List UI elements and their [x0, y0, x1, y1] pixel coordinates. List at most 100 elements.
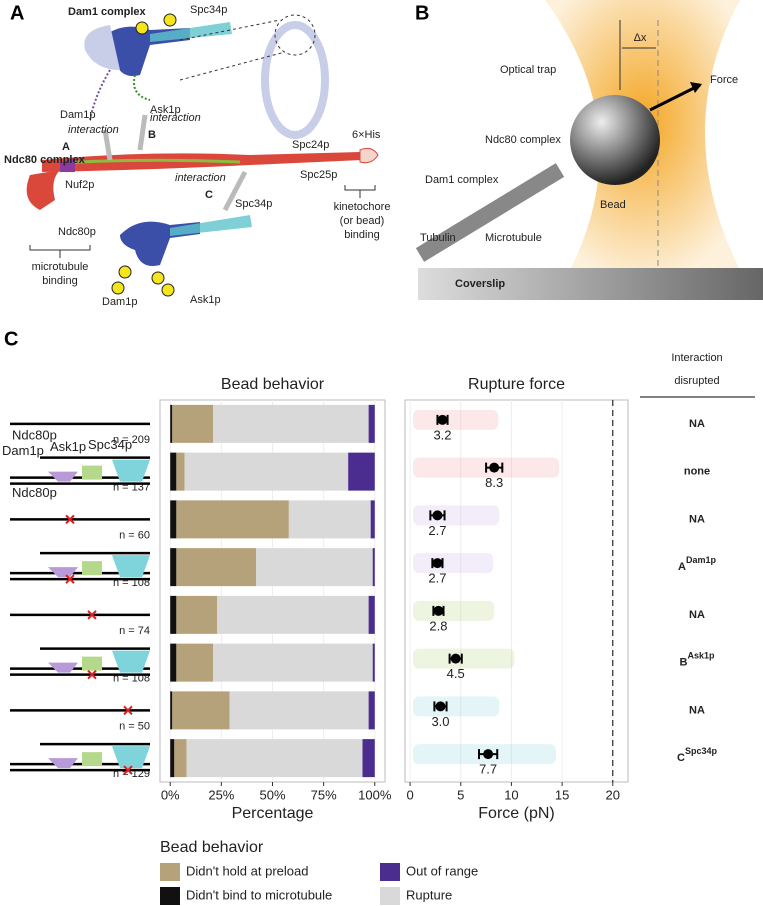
label: interaction — [175, 172, 226, 184]
spc34-shape — [170, 215, 252, 236]
value-label: 2.7 — [428, 523, 446, 538]
plot-bg — [404, 399, 629, 783]
mutation — [87, 669, 97, 680]
dam1-shape — [48, 662, 78, 673]
panel-a: A Dam1 complex Spc34p Dam1p Ask1p intera… — [4, 2, 390, 308]
zoom-line — [179, 19, 281, 41]
coverslip — [418, 268, 763, 300]
interaction-main: C — [677, 752, 685, 764]
interaction-main: NA — [689, 418, 705, 430]
panel-letter: B — [415, 2, 429, 24]
bar-segment — [174, 739, 187, 778]
mean-point — [483, 749, 494, 760]
label: Dam1p — [102, 296, 137, 308]
label: Nuf2p — [65, 179, 94, 191]
bar-segment — [184, 452, 349, 491]
legend-swatch — [380, 863, 400, 881]
mean-point — [433, 605, 444, 616]
label: kinetochore — [334, 201, 391, 213]
dam1-tail — [89, 69, 111, 121]
bead — [570, 95, 660, 185]
mean-point — [435, 701, 446, 712]
tail — [359, 147, 379, 164]
interaction-label: ADam1p — [678, 556, 716, 574]
bracket — [29, 245, 91, 258]
bar-segment — [170, 643, 177, 682]
head — [26, 170, 61, 210]
panel-b: B Δx Force Optical trap Ndc80 complex Da… — [415, 0, 763, 300]
chart-title: Rupture force — [468, 376, 565, 393]
dam1-shape — [48, 567, 78, 578]
x-tick-label: 100% — [358, 787, 392, 802]
bar-segment — [172, 404, 214, 443]
zoom-circle — [274, 14, 316, 56]
bar-segment — [176, 452, 185, 491]
head — [60, 158, 75, 172]
bar-segment — [348, 452, 375, 491]
x-tick-label: 0 — [406, 787, 413, 802]
interaction-main: NA — [689, 513, 705, 525]
bar-segment — [170, 691, 173, 730]
bar-segment — [170, 548, 177, 587]
x-axis-label: Percentage — [232, 805, 314, 822]
spc34-shape — [112, 459, 150, 482]
legend-label: Didn't hold at preload — [186, 863, 308, 878]
value-label: 2.8 — [429, 618, 447, 633]
label: Spc34p — [190, 4, 227, 16]
phospho — [135, 21, 149, 35]
bar-segment — [186, 739, 363, 778]
dam1-shape — [48, 758, 78, 769]
construct-label: Dam1p — [2, 443, 44, 458]
bar-segment — [170, 739, 175, 778]
label: Optical trap — [500, 64, 556, 76]
interaction-label: NA — [689, 513, 705, 525]
value-label: 3.0 — [431, 714, 449, 729]
spc34-shape — [112, 650, 150, 673]
bar-segment — [176, 500, 289, 539]
row-label: n = 74 — [119, 625, 150, 637]
spc34-shape — [112, 555, 150, 578]
interaction-label: NA — [689, 418, 705, 430]
label: (or bead) — [340, 215, 385, 227]
bar-segment — [370, 500, 375, 539]
value-label: 3.2 — [433, 427, 451, 442]
x-tick-label: 5 — [457, 787, 464, 802]
column-title: disrupted — [674, 375, 719, 387]
mutation — [65, 514, 75, 525]
value-label: 4.5 — [447, 666, 465, 681]
phospho — [118, 265, 132, 279]
bar-segment — [372, 643, 375, 682]
interaction-main: none — [684, 466, 710, 478]
bar-segment — [170, 404, 173, 443]
bar-segment — [256, 548, 373, 587]
x-axis-label: Force (pN) — [478, 805, 554, 822]
nuf2-rod — [59, 158, 241, 165]
row-band — [413, 505, 500, 526]
phospho — [151, 271, 165, 285]
value-label: 2.7 — [428, 571, 446, 586]
label: 6×His — [352, 129, 381, 141]
bar-segment — [368, 404, 375, 443]
arrow — [102, 114, 248, 212]
ask1-shape — [82, 465, 102, 480]
interaction-label: BAsk1p — [680, 651, 715, 669]
label: A — [62, 141, 70, 153]
label: microtubule — [32, 261, 89, 273]
legend-swatch — [380, 887, 400, 905]
label: Dam1 complex — [425, 174, 499, 186]
bracket — [344, 185, 376, 198]
bar-segment — [288, 500, 371, 539]
mutation — [87, 610, 97, 620]
row-label: n = 60 — [119, 529, 150, 541]
dam1-shade — [84, 25, 120, 70]
construct-label: Spc34p — [88, 437, 132, 452]
mutation — [123, 705, 133, 716]
panel-letter: C — [4, 328, 18, 350]
label: Microtubule — [485, 232, 542, 244]
bar-segment — [176, 643, 214, 682]
label: Ask1p — [190, 294, 221, 306]
ask1-shape — [82, 561, 102, 576]
mean-point — [489, 462, 500, 473]
mean-point — [432, 510, 443, 521]
bar-segment — [213, 404, 369, 443]
